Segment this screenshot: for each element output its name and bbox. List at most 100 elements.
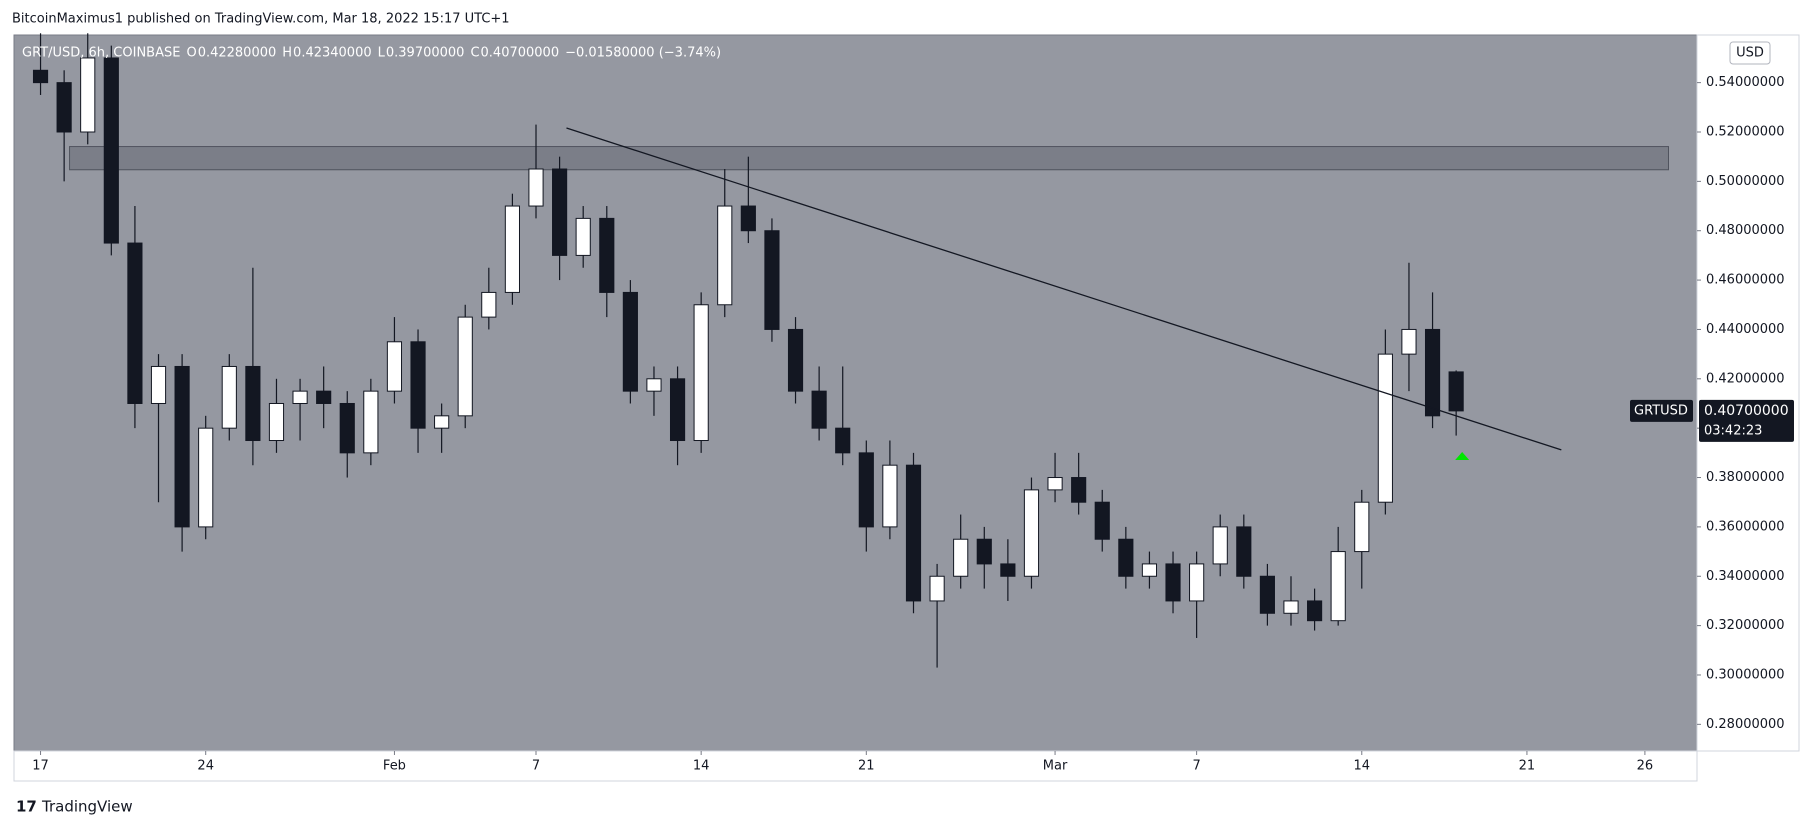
candle-body [32, 69, 49, 84]
candle-body [1377, 353, 1393, 503]
candle-body [1354, 501, 1370, 553]
legend-value: 0.42280000 [198, 46, 277, 61]
candle-body [1259, 575, 1275, 614]
candle-body [693, 304, 709, 442]
currency: USD [1736, 46, 1764, 61]
y-tick-label: 0.36000000 [1706, 519, 1785, 534]
candle-body [669, 378, 686, 442]
y-tick-label: 0.50000000 [1706, 174, 1785, 189]
candle-body [1307, 600, 1323, 622]
candle-body [599, 217, 615, 293]
candle-body [622, 291, 638, 392]
candle-body [905, 464, 922, 602]
candle-body [929, 575, 945, 602]
symbol-tag-bg [1630, 399, 1693, 422]
candle-body [976, 538, 992, 565]
candle-body [80, 57, 96, 133]
candle-body [457, 316, 473, 417]
candle-body [1212, 526, 1228, 565]
symbol-tag: GRTUSD [1634, 403, 1688, 418]
candle-body [1283, 600, 1299, 614]
candle-body [717, 205, 733, 306]
candle-body [434, 415, 450, 429]
candle-body [1330, 551, 1346, 622]
candle-body [811, 390, 827, 429]
y-tick-label: 0.32000000 [1706, 618, 1785, 633]
countdown: 03:42:23 [1704, 423, 1762, 438]
brand: TradingView [41, 798, 133, 816]
legend-key: O [186, 46, 196, 61]
candle-body [268, 402, 285, 442]
x-tick-label: 21 [858, 759, 875, 774]
candle-body [1141, 563, 1158, 577]
x-tick-label: 14 [693, 759, 710, 774]
candle-body [1448, 371, 1464, 412]
y-tick-label: 0.34000000 [1706, 569, 1785, 584]
candle-body [481, 291, 497, 318]
x-tick-label: 7 [532, 759, 540, 774]
legend-symbol: GRT/USD, 6h, COINBASE [22, 46, 180, 61]
candle-body [386, 341, 403, 392]
candle-body [1236, 526, 1252, 577]
candle-body [882, 464, 898, 528]
x-tick-label: 26 [1637, 759, 1654, 774]
legend-value: 0.42340000 [293, 46, 372, 61]
legend-key: C [470, 46, 479, 61]
y-tick-label: 0.42000000 [1706, 371, 1785, 386]
publish-info: BitcoinMaximus1 published on TradingView… [12, 12, 510, 27]
y-tick-label: 0.38000000 [1706, 470, 1785, 485]
x-tick-label: 14 [1354, 759, 1371, 774]
price-tag: 0.40700000 [1704, 403, 1789, 419]
candle-body [1023, 489, 1040, 577]
candle-body [1401, 328, 1417, 355]
candle-body [1424, 328, 1441, 417]
candle-body [410, 341, 426, 429]
y-tick-label: 0.30000000 [1706, 667, 1785, 682]
price-axis [1696, 34, 1800, 752]
time-axis [13, 750, 1698, 782]
candle-body [764, 230, 780, 330]
x-tick-label: 17 [32, 759, 49, 774]
y-tick-label: 0.52000000 [1706, 124, 1785, 139]
candle-body [245, 365, 261, 442]
candle-body [363, 390, 379, 454]
candle-body [528, 168, 544, 207]
price-tag-bg [1699, 399, 1794, 442]
x-tick-label: 7 [1192, 759, 1200, 774]
candle-body [198, 427, 214, 528]
candle-body [953, 538, 969, 577]
legend-key: H [282, 46, 292, 61]
candle-body [1071, 477, 1087, 503]
candle-body [646, 378, 662, 392]
candle-body [835, 427, 851, 454]
y-tick-label: 0.28000000 [1706, 717, 1785, 732]
y-tick-label: 0.54000000 [1706, 75, 1785, 90]
candle-body [150, 365, 167, 404]
candle-body [316, 390, 332, 404]
legend-change: −0.01580000 (−3.74%) [565, 46, 721, 61]
candle-body [1000, 563, 1016, 577]
candle-body [740, 205, 756, 232]
candle-body [292, 390, 308, 404]
currency-box [1729, 41, 1771, 65]
y-tick-label: 0.44000000 [1706, 322, 1785, 337]
candle-body [339, 402, 355, 454]
candle-body [1118, 538, 1134, 577]
candle-body [127, 242, 143, 404]
signal-arrow [1455, 452, 1470, 460]
candle-body [1189, 563, 1205, 602]
candle-body [575, 217, 591, 256]
candle-body [174, 365, 190, 528]
candle-body [1047, 477, 1063, 491]
trendline [566, 127, 1562, 451]
candle-body [552, 168, 568, 256]
y-tick-label: 0.46000000 [1706, 273, 1785, 288]
legend-value: 0.39700000 [386, 46, 465, 61]
candle-body [56, 82, 72, 133]
plot-background [13, 34, 1698, 752]
x-tick-label: Mar [1043, 759, 1068, 774]
brand-logo: 17 [16, 798, 37, 816]
